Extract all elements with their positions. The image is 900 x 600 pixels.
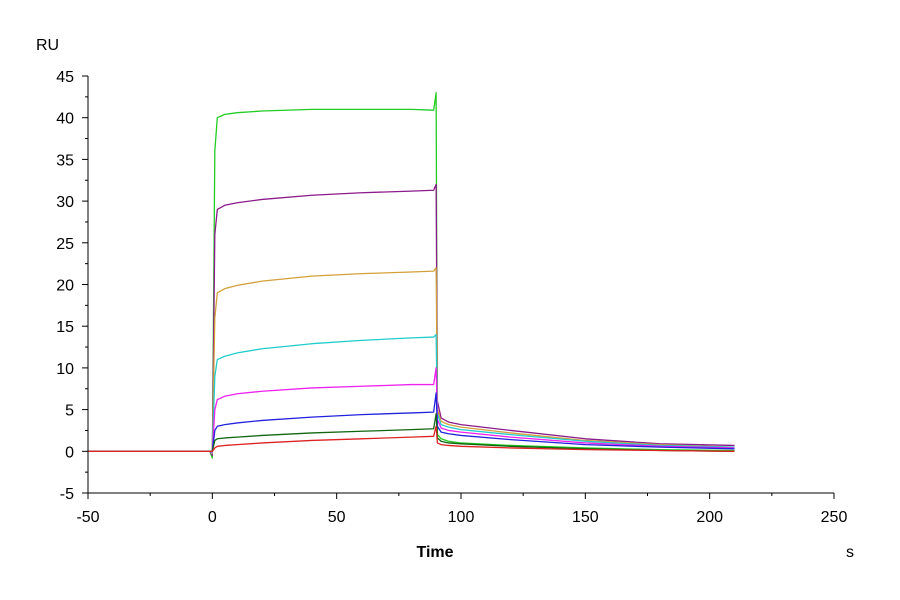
series-line-8	[88, 425, 735, 452]
series-line-6	[88, 392, 735, 452]
y-tick-label: 25	[56, 236, 74, 253]
series-line-1	[88, 92, 735, 459]
series-layer	[88, 92, 735, 459]
x-tick-label: 200	[696, 509, 723, 526]
series-line-3	[88, 267, 735, 455]
y-tick-label: 15	[56, 319, 74, 336]
y-tick-label: -5	[60, 486, 74, 503]
y-tick-label: 45	[56, 69, 74, 86]
axes-layer	[87, 76, 834, 494]
series-line-7	[88, 413, 735, 452]
series-line-4	[88, 333, 735, 454]
x-tick-label: -50	[76, 509, 99, 526]
x-tick-label: 100	[448, 509, 475, 526]
y-axis-unit-label: RU	[36, 37, 59, 54]
y-tick-label: 30	[56, 194, 74, 211]
x-axis-title: Time	[416, 544, 453, 561]
x-tick-label: 50	[328, 509, 346, 526]
y-tick-label: 35	[56, 152, 74, 169]
y-tick-label: 0	[65, 444, 74, 461]
series-line-5	[88, 367, 735, 453]
series-line-2	[88, 183, 735, 457]
x-axis-unit-label: s	[846, 544, 854, 561]
x-tick-label: 150	[572, 509, 599, 526]
x-tick-label: 250	[821, 509, 848, 526]
y-tick-label: 10	[56, 361, 74, 378]
x-tick-label: 0	[208, 509, 217, 526]
y-tick-label: 40	[56, 111, 74, 128]
y-tick-label: 20	[56, 278, 74, 295]
y-tick-label: 5	[65, 403, 74, 420]
